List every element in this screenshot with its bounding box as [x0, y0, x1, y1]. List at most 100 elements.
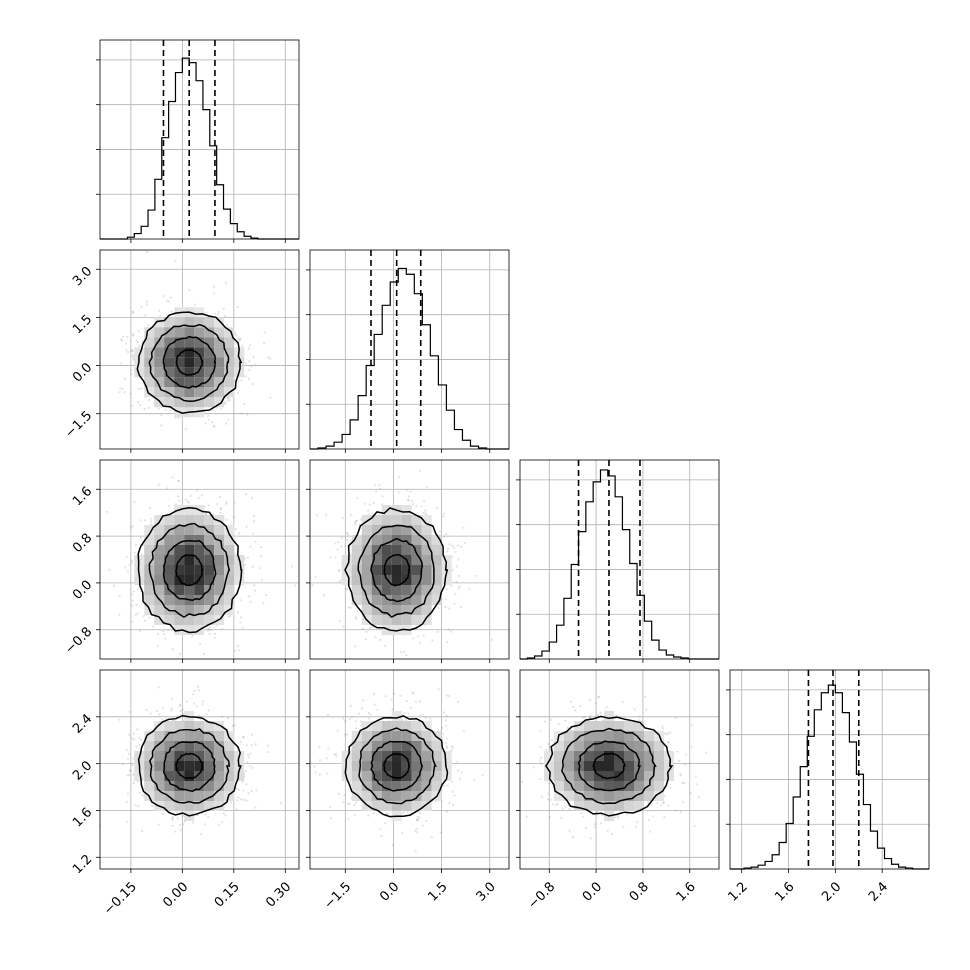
density-cell: [174, 357, 185, 368]
density-cell: [351, 575, 362, 585]
scatter-point: [236, 611, 240, 614]
scatter-point: [209, 629, 212, 632]
scatter-point: [452, 803, 455, 806]
density-cell: [164, 377, 175, 388]
scatter-point: [131, 350, 134, 353]
density-cell: [431, 545, 442, 555]
scatter-point: [245, 783, 248, 786]
scatter-point: [178, 653, 181, 656]
scatter-point: [216, 313, 220, 316]
scatter-point: [344, 733, 347, 736]
scatter-point: [234, 331, 237, 335]
density-cell: [204, 397, 215, 408]
scatter-point: [138, 743, 141, 747]
scatter-point: [341, 536, 344, 539]
density-cell: [381, 585, 392, 595]
scatter-point: [473, 779, 476, 782]
scatter-point: [416, 635, 420, 638]
scatter-point: [131, 524, 134, 528]
scatter-point: [249, 545, 252, 548]
scatter-point: [131, 737, 134, 740]
density-cell: [204, 357, 215, 368]
scatter-point: [347, 606, 350, 609]
scatter-point: [354, 521, 357, 524]
scatter-point: [243, 563, 246, 566]
scatter-point: [436, 630, 439, 634]
scatter-point: [456, 700, 460, 703]
scatter-point: [121, 339, 124, 342]
density-cell: [391, 605, 402, 615]
scatter-point: [160, 424, 163, 427]
scatter-point: [329, 806, 332, 809]
density-cell: [194, 585, 205, 595]
density-cell: [204, 751, 215, 761]
density-cell: [224, 741, 235, 751]
scatter-point: [219, 507, 222, 510]
density-cell: [144, 761, 155, 771]
scatter-point: [179, 709, 182, 713]
scatter-point: [354, 523, 357, 526]
scatter-point: [196, 489, 199, 492]
density-cell: [144, 347, 155, 358]
scatter-point: [294, 584, 297, 587]
scatter-point: [171, 648, 174, 651]
scatter-point: [350, 716, 353, 719]
contour-2-1-2: [357, 524, 435, 619]
scatter-point: [337, 792, 341, 796]
density-cell: [441, 555, 452, 565]
contour-3-0-1: [163, 741, 216, 792]
scatter-point: [390, 698, 393, 702]
contour-2-1-0: [383, 553, 411, 587]
density-cell: [144, 771, 155, 781]
density-cell: [351, 535, 362, 545]
scatter-point: [148, 616, 151, 619]
density-cell: [154, 397, 165, 408]
scatter-point: [425, 819, 428, 823]
density-cell: [184, 575, 195, 585]
scatter-point: [125, 348, 128, 351]
scatter-point: [129, 369, 133, 372]
scatter-point: [311, 584, 314, 587]
scatter-point: [407, 712, 410, 715]
scatter-point: [142, 615, 145, 618]
density-cell: [234, 565, 245, 575]
density-cell: [381, 615, 392, 625]
scatter-point: [120, 338, 123, 341]
density-cell: [214, 347, 225, 358]
scatter-point: [410, 500, 413, 503]
scatter-point: [254, 806, 257, 809]
scatter-point: [185, 700, 188, 703]
scatter-point: [182, 712, 185, 716]
scatter-point: [149, 507, 152, 510]
density-cell: [224, 771, 235, 781]
scatter-point: [179, 829, 182, 832]
scatter-point: [346, 531, 349, 535]
density-cell: [194, 367, 205, 378]
density-cell: [421, 585, 432, 595]
density-cell: [204, 337, 215, 348]
scatter-point: [227, 418, 230, 421]
scatter-point: [218, 495, 222, 499]
scatter-point: [327, 713, 330, 717]
density-cell: [204, 377, 215, 388]
scatter-point: [235, 787, 238, 790]
scatter-point: [360, 720, 363, 723]
scatter-point: [164, 637, 167, 640]
scatter-point: [241, 344, 244, 348]
scatter-point: [225, 518, 229, 521]
scatter-point: [213, 425, 216, 428]
scatter-point: [234, 527, 237, 531]
scatter-point: [340, 545, 343, 548]
scatter-point: [156, 644, 159, 647]
scatter-point: [125, 749, 128, 752]
density-cell: [411, 595, 422, 605]
scatter-point: [253, 589, 256, 592]
density-cell: [421, 565, 432, 575]
scatter-point: [124, 566, 127, 569]
scatter-point: [138, 344, 141, 347]
density-cell: [224, 585, 235, 595]
density-cell: [204, 387, 215, 398]
scatter-point: [356, 610, 359, 614]
density-cell: [391, 535, 402, 545]
density-cell: [371, 545, 382, 555]
